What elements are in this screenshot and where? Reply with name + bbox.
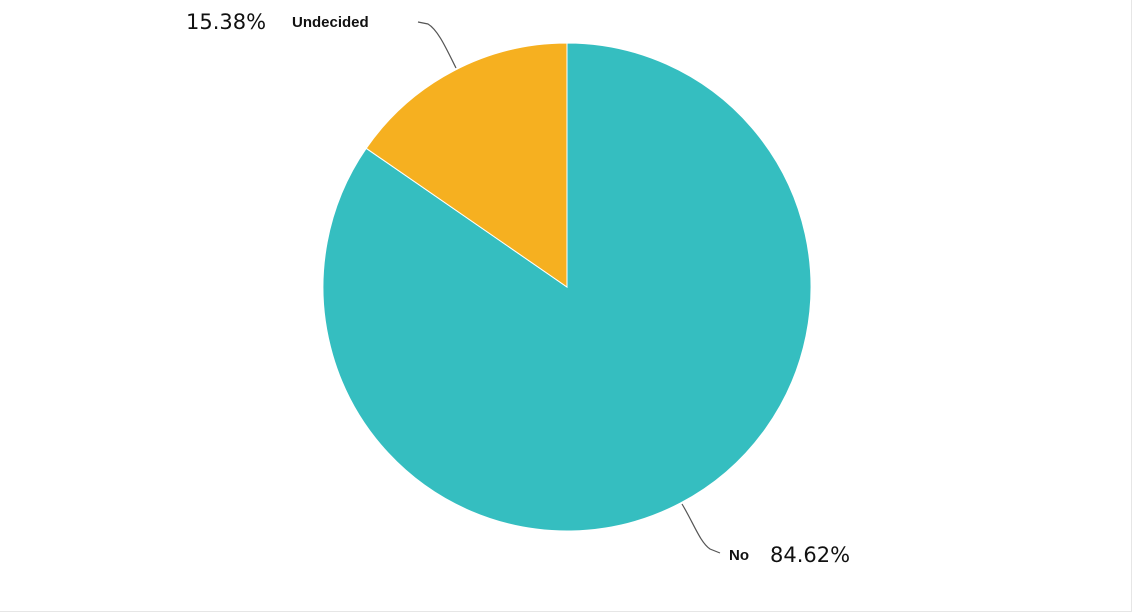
slices-layer [322, 42, 812, 532]
leader-line-no [681, 503, 721, 554]
slice-pct-undecided: 15.38% [186, 10, 266, 34]
slice-label-no: No [729, 547, 749, 564]
pie-slice-undecided[interactable] [365, 42, 568, 288]
slice-pct-no: 84.62% [770, 543, 850, 567]
leader-line-undecided [417, 21, 457, 69]
labels-layer: 15.38% Undecided No 84.62% [186, 10, 850, 567]
slice-label-undecided: Undecided [292, 14, 369, 31]
